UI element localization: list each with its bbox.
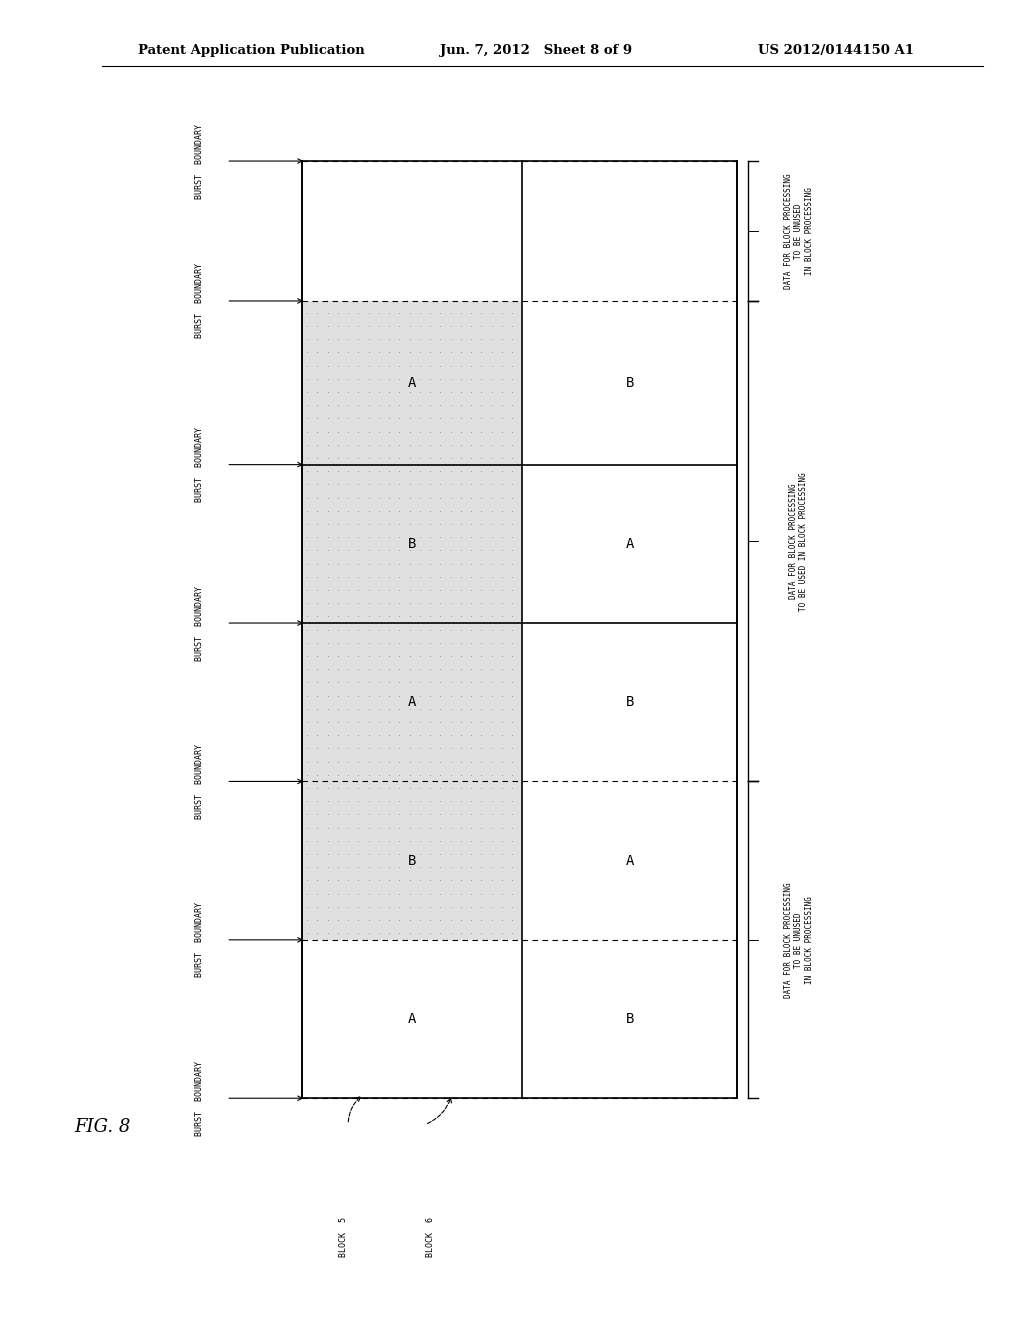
Text: US 2012/0144150 A1: US 2012/0144150 A1 xyxy=(758,44,913,57)
Text: Patent Application Publication: Patent Application Publication xyxy=(138,44,365,57)
Bar xyxy=(302,161,737,1098)
Text: A: A xyxy=(408,696,417,709)
Text: B: B xyxy=(408,537,417,550)
Text: B: B xyxy=(408,854,417,867)
Text: Jun. 7, 2012   Sheet 8 of 9: Jun. 7, 2012 Sheet 8 of 9 xyxy=(440,44,633,57)
Text: A: A xyxy=(408,1012,417,1026)
Text: BURST  BOUNDARY: BURST BOUNDARY xyxy=(196,586,204,660)
Text: B: B xyxy=(626,1012,634,1026)
Text: DATA FOR BLOCK PROCESSING
TO BE UNUSED
IN BLOCK PROCESSING: DATA FOR BLOCK PROCESSING TO BE UNUSED I… xyxy=(783,882,814,998)
Text: BURST  BOUNDARY: BURST BOUNDARY xyxy=(196,744,204,818)
Text: A: A xyxy=(408,376,417,389)
Bar xyxy=(302,623,522,781)
Text: BURST  BOUNDARY: BURST BOUNDARY xyxy=(196,124,204,198)
Text: BURST  BOUNDARY: BURST BOUNDARY xyxy=(196,903,204,977)
Text: B: B xyxy=(626,696,634,709)
Bar xyxy=(302,465,522,623)
Text: B: B xyxy=(626,376,634,389)
Bar xyxy=(302,781,522,940)
Text: BURST  BOUNDARY: BURST BOUNDARY xyxy=(196,1061,204,1135)
Text: BLOCK  5: BLOCK 5 xyxy=(339,1217,347,1257)
Bar xyxy=(302,301,522,465)
Text: DATA FOR BLOCK PROCESSING
TO BE USED IN BLOCK PROCESSING: DATA FOR BLOCK PROCESSING TO BE USED IN … xyxy=(790,471,808,611)
Text: A: A xyxy=(626,537,634,550)
Text: BURST  BOUNDARY: BURST BOUNDARY xyxy=(196,428,204,502)
Text: FIG. 8: FIG. 8 xyxy=(74,1118,131,1137)
Text: BURST  BOUNDARY: BURST BOUNDARY xyxy=(196,264,204,338)
Text: BLOCK  6: BLOCK 6 xyxy=(426,1217,434,1257)
Text: DATA FOR BLOCK PROCESSING
TO BE UNUSED
IN BLOCK PROCESSING: DATA FOR BLOCK PROCESSING TO BE UNUSED I… xyxy=(783,173,814,289)
Text: A: A xyxy=(626,854,634,867)
